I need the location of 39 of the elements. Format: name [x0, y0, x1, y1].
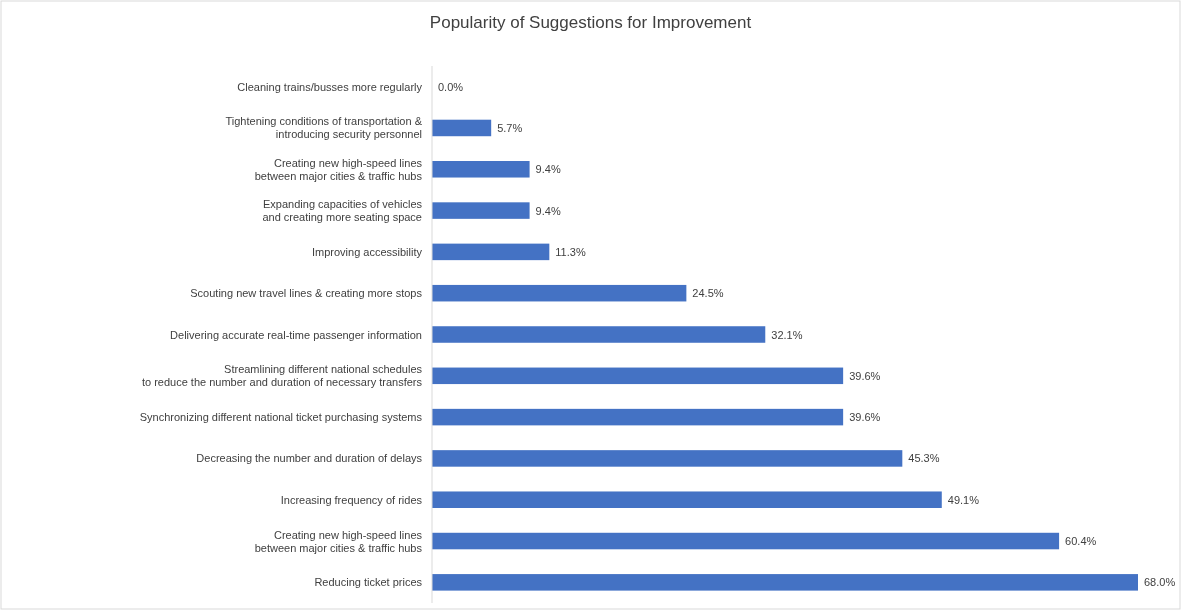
data-label: 9.4%: [535, 163, 561, 176]
data-label: 9.4%: [535, 204, 561, 217]
data-label: 11.3%: [555, 245, 586, 258]
bar: [432, 326, 766, 343]
y-tick-label: Creating new high-speed lines between major cities & traffic hubs: [254, 528, 423, 554]
y-tick-label: Streamlining different national schedules to reduce the number and duration of necessary transfers: [141, 363, 423, 389]
bar: [432, 450, 903, 467]
bar: [432, 202, 530, 219]
data-label: 5.7%: [497, 121, 523, 134]
bar: [432, 408, 844, 426]
data-label: 49.1%: [947, 493, 980, 506]
y-tick-label: Synchronizing different national ticket purchasing systems: [139, 411, 423, 424]
y-tick-label: Decreasing the number and duration of delays: [196, 452, 423, 465]
y-tick-label: Tightening conditions of transportation & introducing security personnel: [225, 115, 423, 141]
data-label: 0.0%: [438, 80, 464, 93]
bar: [432, 574, 1138, 591]
y-tick-label: Creating new high-speed lines between major cities & traffic hubs: [254, 156, 423, 182]
y-tick-label: Increasing frequency of rides: [280, 493, 423, 506]
bar: [432, 243, 550, 261]
data-label: 32.1%: [771, 328, 803, 341]
bar: [432, 161, 530, 178]
data-label: 60.4%: [1065, 535, 1097, 548]
y-tick-label: Cleaning trains/busses more regularly: [237, 80, 423, 93]
bar: [432, 367, 844, 385]
data-label: 68.0%: [1144, 576, 1176, 589]
y-tick-label: Expanding capacities of vehicles and creating more seating space: [262, 198, 423, 224]
data-label: 45.3%: [908, 452, 940, 465]
y-tick-label: Reducing ticket prices: [314, 576, 423, 589]
chart-title: Popularity of Suggestions for Improvement: [429, 13, 752, 32]
data-label: 24.5%: [692, 287, 724, 300]
bar: [432, 532, 1060, 550]
y-tick-label: Delivering accurate real-time passenger information: [170, 328, 422, 341]
y-tick-label: Scouting new travel lines & creating more stops: [190, 287, 423, 300]
y-tick-label: Improving accessibility: [311, 245, 423, 258]
bar: [432, 119, 492, 137]
bar: [432, 491, 942, 508]
data-label: 39.6%: [849, 411, 881, 424]
data-label: 39.6%: [849, 369, 881, 382]
bar: [432, 284, 687, 302]
